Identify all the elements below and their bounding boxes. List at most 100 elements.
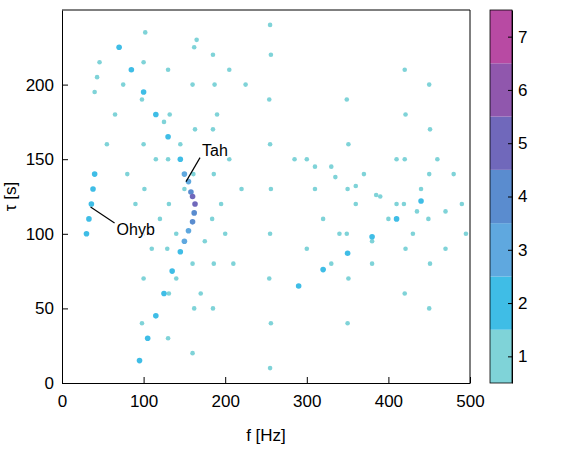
point xyxy=(378,194,383,199)
point xyxy=(370,239,375,244)
point xyxy=(464,232,469,237)
point xyxy=(362,172,367,177)
point xyxy=(182,187,187,192)
points xyxy=(84,23,469,371)
point xyxy=(267,276,272,281)
point xyxy=(227,67,232,72)
x-axis-title: f [Hz] xyxy=(246,426,286,445)
y-axis-title: τ [s] xyxy=(1,182,20,211)
point xyxy=(267,97,272,102)
colorbar-band xyxy=(490,63,512,116)
point xyxy=(386,217,391,222)
point xyxy=(211,261,216,266)
colorbar-band xyxy=(490,276,512,329)
tick: 500 xyxy=(456,377,484,411)
point xyxy=(116,45,122,51)
point xyxy=(178,249,184,255)
point xyxy=(165,134,171,140)
tick-label: 6 xyxy=(518,81,527,100)
point xyxy=(95,75,100,80)
tick-label: 5 xyxy=(518,134,527,153)
tick-label: 0 xyxy=(45,374,54,393)
point xyxy=(345,250,351,256)
point xyxy=(427,306,432,311)
point xyxy=(92,90,97,95)
point xyxy=(321,217,326,222)
tick-mark xyxy=(470,377,471,383)
tick-label: 4 xyxy=(518,187,527,206)
point xyxy=(137,358,143,364)
point xyxy=(167,291,172,296)
point xyxy=(346,276,351,281)
point xyxy=(394,202,399,207)
point xyxy=(190,219,196,225)
point xyxy=(305,246,310,251)
tick: 3 xyxy=(508,241,527,260)
point xyxy=(90,186,96,192)
point xyxy=(182,171,188,177)
point xyxy=(313,164,318,169)
axis-line xyxy=(512,11,513,384)
tick-mark xyxy=(508,356,512,357)
tick: 6 xyxy=(508,81,527,100)
point xyxy=(402,202,407,207)
y-axis: 050100150200 xyxy=(26,11,68,393)
point xyxy=(329,164,334,169)
point xyxy=(141,142,146,147)
point xyxy=(394,216,400,222)
point xyxy=(427,82,432,87)
point xyxy=(305,157,310,162)
point xyxy=(402,67,407,72)
point xyxy=(269,321,274,326)
point xyxy=(428,261,433,266)
point xyxy=(292,157,297,162)
point xyxy=(86,216,92,222)
point xyxy=(435,157,440,162)
tick-label: 0 xyxy=(58,392,67,411)
point xyxy=(141,60,146,65)
point xyxy=(239,187,244,192)
tick-label: 100 xyxy=(26,225,54,244)
annotation: Ohyb xyxy=(117,221,155,238)
point xyxy=(198,291,203,296)
tick-mark xyxy=(508,90,512,91)
point xyxy=(192,306,197,311)
leader-line xyxy=(91,207,115,223)
point xyxy=(169,268,175,274)
colorbar-band xyxy=(490,223,512,276)
point xyxy=(210,217,215,222)
point xyxy=(174,232,179,237)
tick-label: 200 xyxy=(212,392,240,411)
tick-mark xyxy=(62,234,68,235)
point xyxy=(411,232,416,237)
point xyxy=(89,201,95,207)
point xyxy=(212,82,217,87)
point xyxy=(193,127,198,132)
point xyxy=(211,127,216,132)
point xyxy=(419,187,424,192)
point xyxy=(223,232,228,237)
leader-line xyxy=(186,158,200,182)
point xyxy=(403,246,408,251)
point xyxy=(269,52,274,57)
point xyxy=(219,202,224,207)
axis-line xyxy=(63,383,471,384)
tick-mark xyxy=(62,159,68,160)
annotations: TahOhyb xyxy=(91,142,228,238)
point xyxy=(345,187,350,192)
point xyxy=(192,45,197,50)
point xyxy=(374,193,379,198)
point xyxy=(140,97,145,102)
tick-mark xyxy=(144,377,145,383)
tick-mark xyxy=(508,303,512,304)
point xyxy=(113,112,118,117)
point xyxy=(402,157,407,162)
point xyxy=(166,336,171,341)
point xyxy=(426,217,431,222)
point xyxy=(320,267,326,273)
point xyxy=(443,209,448,214)
point xyxy=(418,198,424,204)
tick: 0 xyxy=(45,374,68,393)
tick-mark xyxy=(508,37,512,38)
point xyxy=(394,157,399,162)
